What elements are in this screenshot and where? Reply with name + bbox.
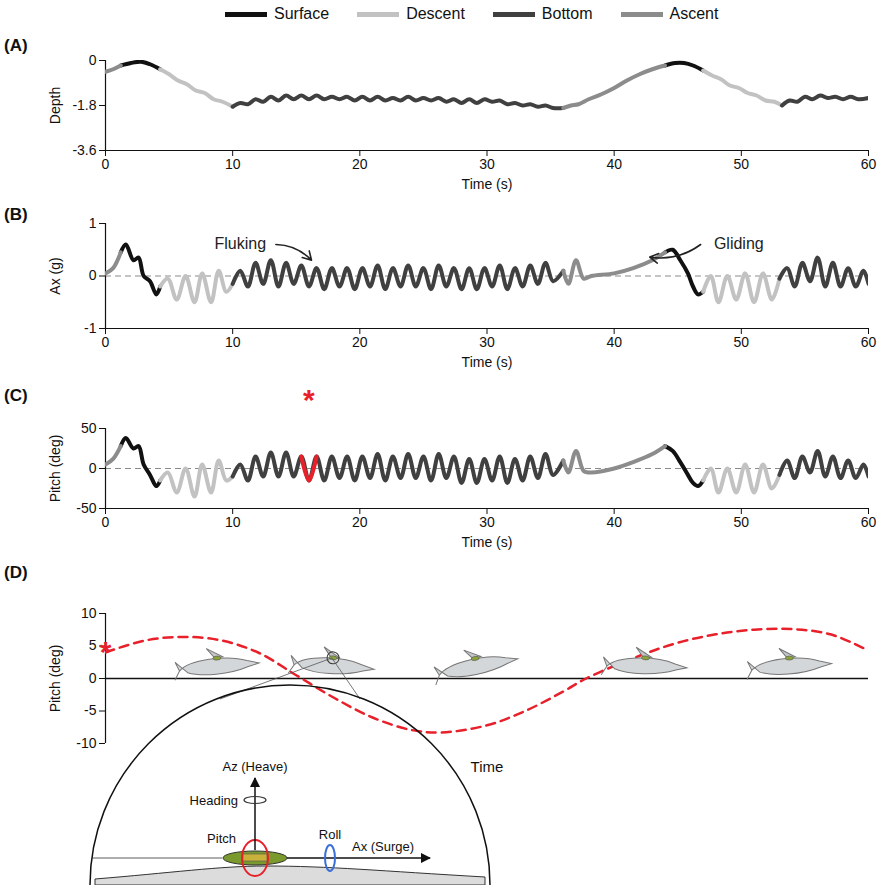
- html-text:(B): (B): [4, 205, 28, 224]
- svg-text:Roll: Roll: [319, 827, 342, 842]
- html-text:(C): (C): [4, 386, 28, 405]
- svg-text:-3.6: -3.6: [72, 142, 96, 158]
- svg-text:60: 60: [861, 156, 877, 172]
- svg-text:30: 30: [479, 156, 495, 172]
- svg-text:40: 40: [606, 334, 622, 350]
- svg-text:0: 0: [89, 670, 97, 686]
- svg-text:-50: -50: [76, 500, 96, 516]
- svg-text:Fluking: Fluking: [215, 235, 267, 252]
- svg-text:20: 20: [352, 514, 368, 530]
- svg-text:1: 1: [89, 215, 97, 231]
- svg-text:-5: -5: [84, 702, 97, 718]
- svg-text:30: 30: [479, 514, 495, 530]
- svg-text:Ax (g): Ax (g): [47, 257, 63, 294]
- svg-text:-10: -10: [76, 735, 96, 751]
- svg-text:Pitch (deg): Pitch (deg): [47, 645, 63, 713]
- svg-text:20: 20: [352, 156, 368, 172]
- svg-text:Ax (Surge): Ax (Surge): [352, 839, 414, 854]
- svg-text:10: 10: [225, 514, 241, 530]
- svg-text:50: 50: [734, 514, 750, 530]
- html-text:Ascent: Ascent: [669, 5, 719, 22]
- svg-text:Pitch: Pitch: [207, 831, 236, 846]
- svg-text:10: 10: [225, 156, 241, 172]
- svg-text:Time (s): Time (s): [462, 354, 513, 370]
- svg-text:50: 50: [81, 420, 97, 436]
- svg-text:50: 50: [734, 334, 750, 350]
- html-text:(A): (A): [4, 36, 28, 55]
- svg-text:*: *: [100, 635, 112, 668]
- svg-text:0: 0: [89, 267, 97, 283]
- svg-text:Time: Time: [471, 758, 504, 775]
- svg-text:10: 10: [225, 334, 241, 350]
- svg-text:30: 30: [479, 334, 495, 350]
- svg-text:0: 0: [89, 460, 97, 476]
- svg-text:0: 0: [102, 514, 110, 530]
- svg-text:0: 0: [102, 156, 110, 172]
- svg-text:10: 10: [81, 605, 97, 621]
- svg-text:-1.8: -1.8: [72, 97, 96, 113]
- svg-text:0: 0: [89, 52, 97, 68]
- svg-text:Time (s): Time (s): [462, 534, 513, 550]
- svg-text:Pitch (deg): Pitch (deg): [47, 435, 63, 503]
- svg-text:0: 0: [102, 334, 110, 350]
- svg-text:50: 50: [734, 156, 750, 172]
- svg-text:60: 60: [861, 514, 877, 530]
- svg-text:Az (Heave): Az (Heave): [222, 759, 287, 774]
- svg-text:40: 40: [606, 156, 622, 172]
- html-text:Bottom: Bottom: [541, 5, 593, 22]
- svg-text:Time (s): Time (s): [462, 176, 513, 192]
- svg-text:60: 60: [861, 334, 877, 350]
- svg-text:*: *: [303, 383, 315, 416]
- html-text:Descent: Descent: [406, 5, 465, 22]
- svg-text:Depth: Depth: [47, 87, 63, 124]
- svg-text:Gliding: Gliding: [714, 235, 764, 252]
- svg-text:20: 20: [352, 334, 368, 350]
- svg-text:5: 5: [89, 637, 97, 653]
- svg-text:-1: -1: [84, 320, 97, 336]
- svg-text:Heading: Heading: [190, 793, 238, 808]
- html-text:(D): (D): [4, 563, 28, 582]
- svg-text:40: 40: [606, 514, 622, 530]
- html-text:Surface: Surface: [274, 5, 330, 22]
